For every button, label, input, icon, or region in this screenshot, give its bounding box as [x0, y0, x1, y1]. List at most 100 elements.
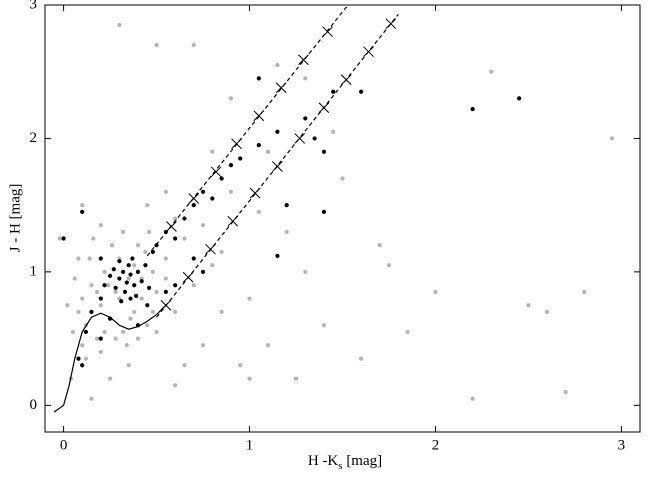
point — [80, 363, 85, 368]
point — [132, 309, 137, 315]
point — [132, 283, 137, 288]
point — [228, 163, 234, 168]
point — [145, 203, 150, 208]
point — [134, 293, 139, 298]
point — [111, 267, 116, 272]
point — [470, 396, 475, 401]
point — [321, 149, 327, 154]
point — [358, 356, 364, 361]
point — [247, 376, 252, 381]
point — [106, 283, 111, 288]
point — [113, 336, 118, 341]
point — [200, 269, 206, 274]
cross-marker — [298, 54, 309, 66]
point — [80, 209, 85, 214]
point — [143, 249, 148, 254]
point — [238, 156, 243, 161]
x-tick-label: 0 — [60, 437, 68, 453]
point — [358, 89, 364, 94]
x-tick-label: 1 — [246, 437, 254, 453]
cross-marker — [275, 82, 287, 94]
point — [150, 309, 155, 315]
point — [139, 296, 144, 301]
point — [331, 89, 336, 94]
point — [210, 263, 215, 268]
point — [275, 129, 280, 134]
point — [182, 236, 187, 241]
point — [139, 279, 144, 284]
y-tick-label: 3 — [30, 0, 38, 12]
point — [582, 289, 587, 294]
point — [610, 136, 615, 141]
point — [191, 283, 196, 288]
point — [340, 176, 345, 181]
y-axis-label: J - H [mag] — [7, 184, 23, 253]
point — [191, 256, 196, 261]
point — [470, 106, 475, 112]
point — [163, 256, 168, 261]
point — [182, 216, 187, 221]
point — [98, 303, 103, 308]
point — [238, 363, 243, 368]
point — [173, 383, 178, 388]
point — [135, 336, 141, 341]
point — [150, 249, 155, 254]
reddening-line — [156, 13, 399, 318]
point — [303, 116, 308, 121]
point — [98, 256, 103, 261]
point — [83, 356, 89, 361]
y-tick-label: 0 — [30, 397, 38, 413]
point — [182, 363, 187, 368]
point — [113, 285, 118, 290]
point — [76, 256, 81, 261]
point — [321, 323, 327, 328]
point — [191, 203, 196, 208]
point — [228, 189, 234, 194]
point — [120, 229, 126, 234]
cross-marker — [318, 102, 330, 114]
point — [89, 396, 94, 401]
point — [284, 229, 289, 234]
cross-marker — [249, 187, 261, 199]
point — [102, 329, 107, 335]
point — [219, 249, 224, 254]
point — [145, 323, 150, 328]
x-axis-label: H -Ks [mag] — [308, 453, 382, 471]
point — [154, 42, 159, 48]
point — [83, 329, 89, 335]
point — [517, 96, 522, 101]
cross-marker — [227, 215, 239, 227]
point — [173, 216, 178, 221]
point — [89, 309, 94, 315]
point — [210, 196, 215, 201]
point — [377, 243, 382, 248]
cross-marker — [231, 138, 242, 150]
point — [98, 336, 103, 341]
point — [526, 303, 531, 308]
point — [80, 343, 85, 348]
point — [124, 280, 129, 285]
cross-marker — [182, 271, 194, 283]
point — [266, 149, 271, 154]
point — [544, 309, 550, 315]
point — [119, 299, 124, 304]
point — [135, 243, 141, 248]
point — [109, 243, 115, 248]
cross-marker — [205, 243, 216, 255]
point — [128, 296, 133, 301]
point — [150, 269, 155, 274]
point — [247, 296, 252, 301]
point — [122, 289, 128, 294]
cross-marker — [188, 193, 200, 204]
point — [135, 269, 141, 274]
point — [163, 276, 168, 281]
reddening-line — [146, 4, 349, 257]
point — [210, 149, 215, 154]
point — [256, 76, 261, 81]
y-tick-label: 1 — [30, 263, 38, 279]
point — [94, 336, 100, 341]
point — [147, 285, 152, 290]
point — [173, 309, 178, 315]
point — [72, 276, 77, 281]
